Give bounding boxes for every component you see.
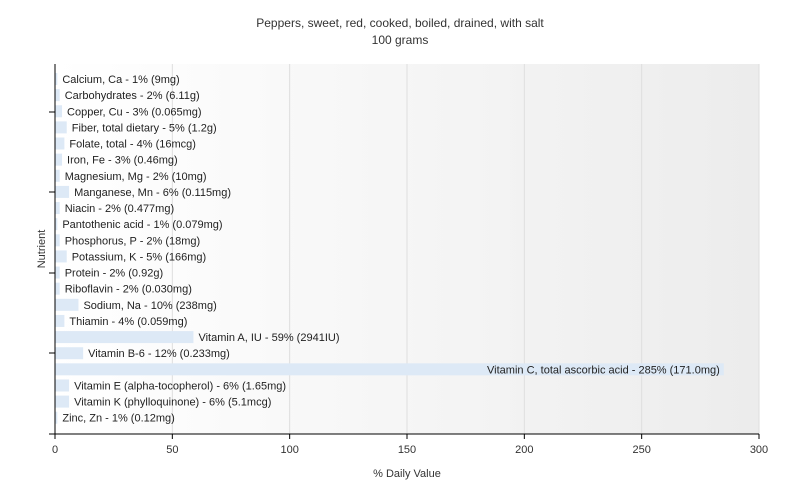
- bar: [55, 363, 724, 376]
- bar-label: Vitamin K (phylloquinone) - 6% (5.1mcg): [74, 397, 271, 409]
- bar-label: Carbohydrates - 2% (6.11g): [65, 90, 200, 102]
- bar-label: Vitamin A, IU - 59% (2941IU): [198, 332, 339, 344]
- x-tick-label: 100: [280, 444, 298, 456]
- bar-label: Sodium, Na - 10% (238mg): [83, 300, 216, 312]
- bar-label: Folate, total - 4% (16mcg): [69, 139, 196, 151]
- bar: [55, 298, 79, 311]
- x-tick-label: 0: [52, 444, 58, 456]
- bar-label: Fiber, total dietary - 5% (1.2g): [72, 122, 217, 134]
- x-axis-title: % Daily Value: [373, 468, 441, 480]
- chart-title: Peppers, sweet, red, cooked, boiled, dra…: [256, 16, 544, 30]
- bar: [55, 73, 58, 85]
- bar-label: Potassium, K - 5% (166mg): [72, 251, 207, 263]
- bar-label: Phosphorus, P - 2% (18mg): [65, 235, 201, 247]
- bar: [55, 266, 60, 279]
- bar: [55, 331, 194, 344]
- bar: [55, 314, 65, 327]
- bar: [55, 218, 58, 231]
- bar-label: Manganese, Mn - 6% (0.115mg): [74, 187, 231, 199]
- x-tick-label: 250: [632, 444, 650, 456]
- bar-label: Niacin - 2% (0.477mg): [65, 203, 174, 215]
- bar-label: Pantothenic acid - 1% (0.079mg): [62, 219, 222, 231]
- bar-label: Vitamin B-6 - 12% (0.233mg): [88, 348, 230, 360]
- gridlines: [171, 64, 760, 434]
- bar-label: Vitamin E (alpha-tocopherol) - 6% (1.65m…: [74, 380, 286, 392]
- bar-label: Magnesium, Mg - 2% (10mg): [65, 171, 207, 183]
- bar: [55, 185, 70, 198]
- bar: [55, 121, 67, 134]
- y-axis-title: Nutrient: [36, 230, 48, 269]
- bar-label: Protein - 2% (0.92g): [65, 268, 163, 280]
- axes-group: 0 50 100 150 200 250 300: [49, 64, 768, 456]
- bar: [55, 379, 70, 392]
- chart-subtitle: 100 grams: [372, 33, 429, 47]
- bar: [55, 105, 63, 118]
- x-tick-label: 300: [750, 444, 768, 456]
- x-tick-label: 150: [398, 444, 416, 456]
- bar: [55, 411, 58, 424]
- bar: [55, 137, 65, 150]
- bar: [55, 234, 60, 247]
- bar-label: Zinc, Zn - 1% (0.12mg): [62, 413, 174, 425]
- bar: [55, 282, 60, 295]
- bar-label: Calcium, Ca - 1% (9mg): [62, 74, 179, 86]
- bar: [55, 153, 63, 166]
- bar: [55, 202, 60, 215]
- bar: [55, 169, 60, 182]
- bar-label: Riboflavin - 2% (0.030mg): [65, 284, 192, 296]
- bar: [55, 395, 70, 408]
- bar-label: Copper, Cu - 3% (0.065mg): [67, 106, 202, 118]
- bar: [55, 89, 60, 102]
- bar: [55, 347, 84, 360]
- bar-label: Vitamin C, total ascorbic acid - 285% (1…: [487, 364, 720, 376]
- x-tick-label: 200: [515, 444, 533, 456]
- bar-label: Iron, Fe - 3% (0.46mg): [67, 155, 178, 167]
- bar-label: Thiamin - 4% (0.059mg): [69, 316, 187, 328]
- bars-group: [55, 73, 724, 424]
- bar-labels-group: Calcium, Ca - 1% (9mg) Carbohydrates - 2%…: [62, 74, 719, 425]
- x-tick-label: 50: [166, 444, 178, 456]
- bar: [55, 250, 67, 263]
